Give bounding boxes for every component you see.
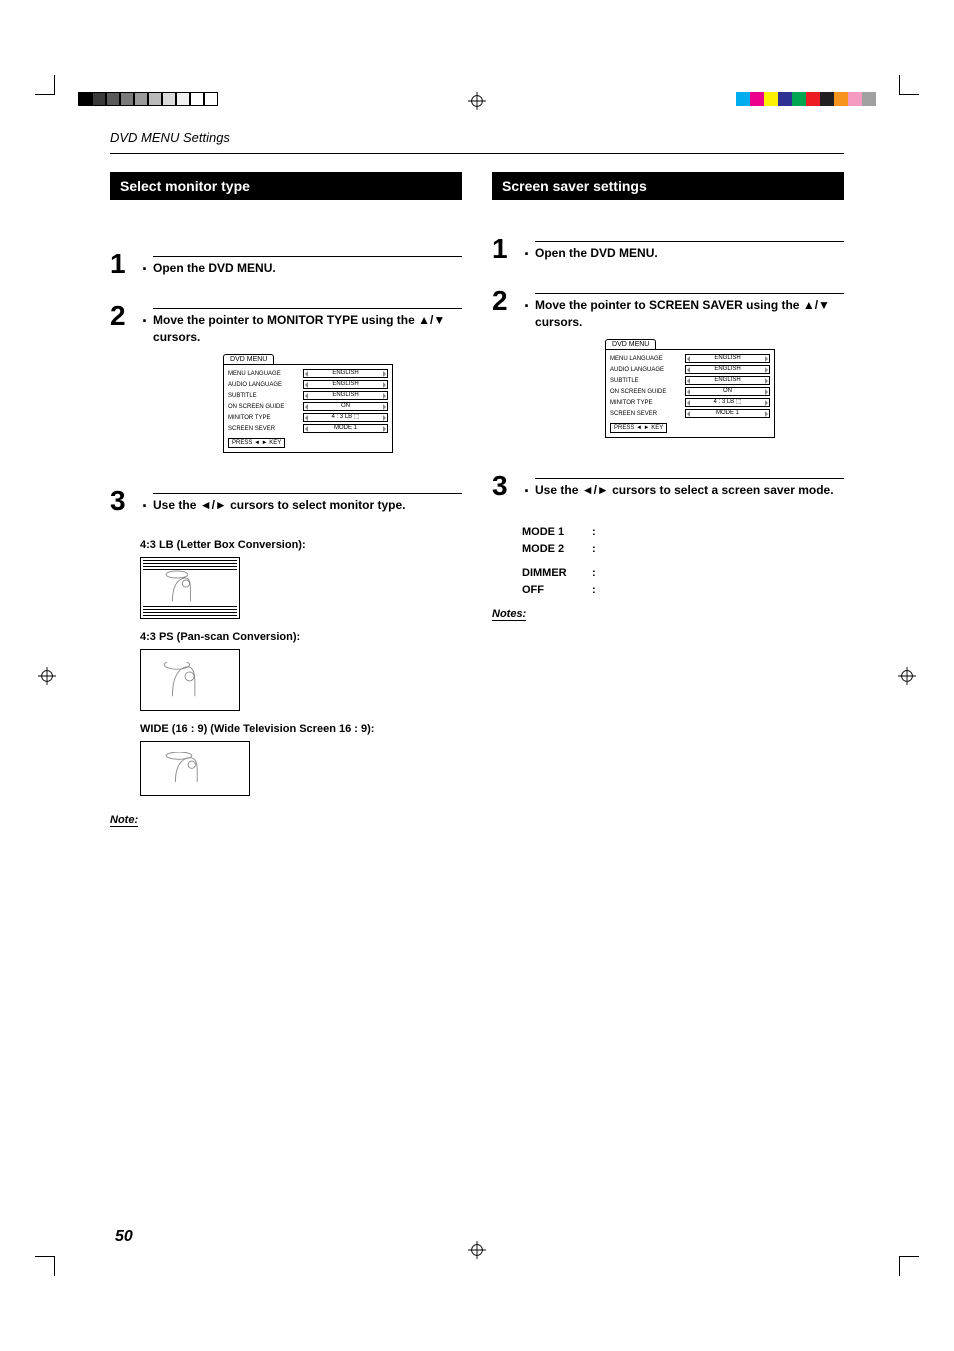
crop-mark [899,75,919,95]
step-number: 1 [110,250,136,278]
step-number: 3 [492,472,518,500]
step-dot: . [524,472,529,500]
colorbar-cmyk [736,92,876,106]
crop-mark [35,1256,55,1276]
monitor-type-lb: 4:3 LB (Letter Box Conversion): [140,539,462,551]
step-dot: . [524,235,529,263]
tv-illustration-panscan [140,649,240,711]
step-text: Move the pointer to MONITOR TYPE using t… [153,308,462,346]
notes-label: Notes: [492,608,526,621]
step-number: 2 [110,302,136,330]
registration-mark-icon [468,1241,486,1259]
registration-mark-icon [468,92,486,110]
monitor-type-wide: WIDE (16 : 9) (Wide Television Screen 16… [140,723,462,735]
step-dot: . [142,487,147,515]
registration-mark-icon [38,667,56,685]
mode-label: MODE 2 [522,541,592,559]
tv-illustration-letterbox [140,557,240,619]
step-number: 1 [492,235,518,263]
step-text: Open the DVD MENU. [535,241,844,262]
step-text: Use the ◄/► cursors to select a screen s… [535,478,844,499]
mode-label: DIMMER [522,565,592,583]
step-dot: . [142,302,147,330]
mode-label: MODE 1 [522,524,592,542]
screensaver-mode-list: MODE 1: MODE 2: DIMMER: OFF: [522,524,844,600]
page-header: DVD MENU Settings [110,130,844,145]
colorbar-grayscale [78,92,218,106]
note-label: Note: [110,814,138,827]
section-title-monitor: Select monitor type [110,172,462,200]
registration-mark-icon [898,667,916,685]
divider [110,153,844,154]
step-number: 2 [492,287,518,315]
step-text: Use the ◄/► cursors to select monitor ty… [153,493,462,514]
crop-mark [35,75,55,95]
step-text: Open the DVD MENU. [153,256,462,277]
crop-mark [899,1256,919,1276]
mode-label: OFF [522,582,592,600]
monitor-type-ps: 4:3 PS (Pan-scan Conversion): [140,631,462,643]
section-title-screensaver: Screen saver settings [492,172,844,200]
dvd-menu-mock: DVD MENUMENU LANGUAGEENGLISHAUDIO LANGUA… [605,339,775,438]
step-number: 3 [110,487,136,515]
step-dot: . [142,250,147,278]
step-dot: . [524,287,529,315]
page-number: 50 [115,1228,133,1246]
tv-illustration-wide [140,741,250,796]
dvd-menu-mock: DVD MENUMENU LANGUAGEENGLISHAUDIO LANGUA… [223,354,393,453]
step-text: Move the pointer to SCREEN SAVER using t… [535,293,844,331]
